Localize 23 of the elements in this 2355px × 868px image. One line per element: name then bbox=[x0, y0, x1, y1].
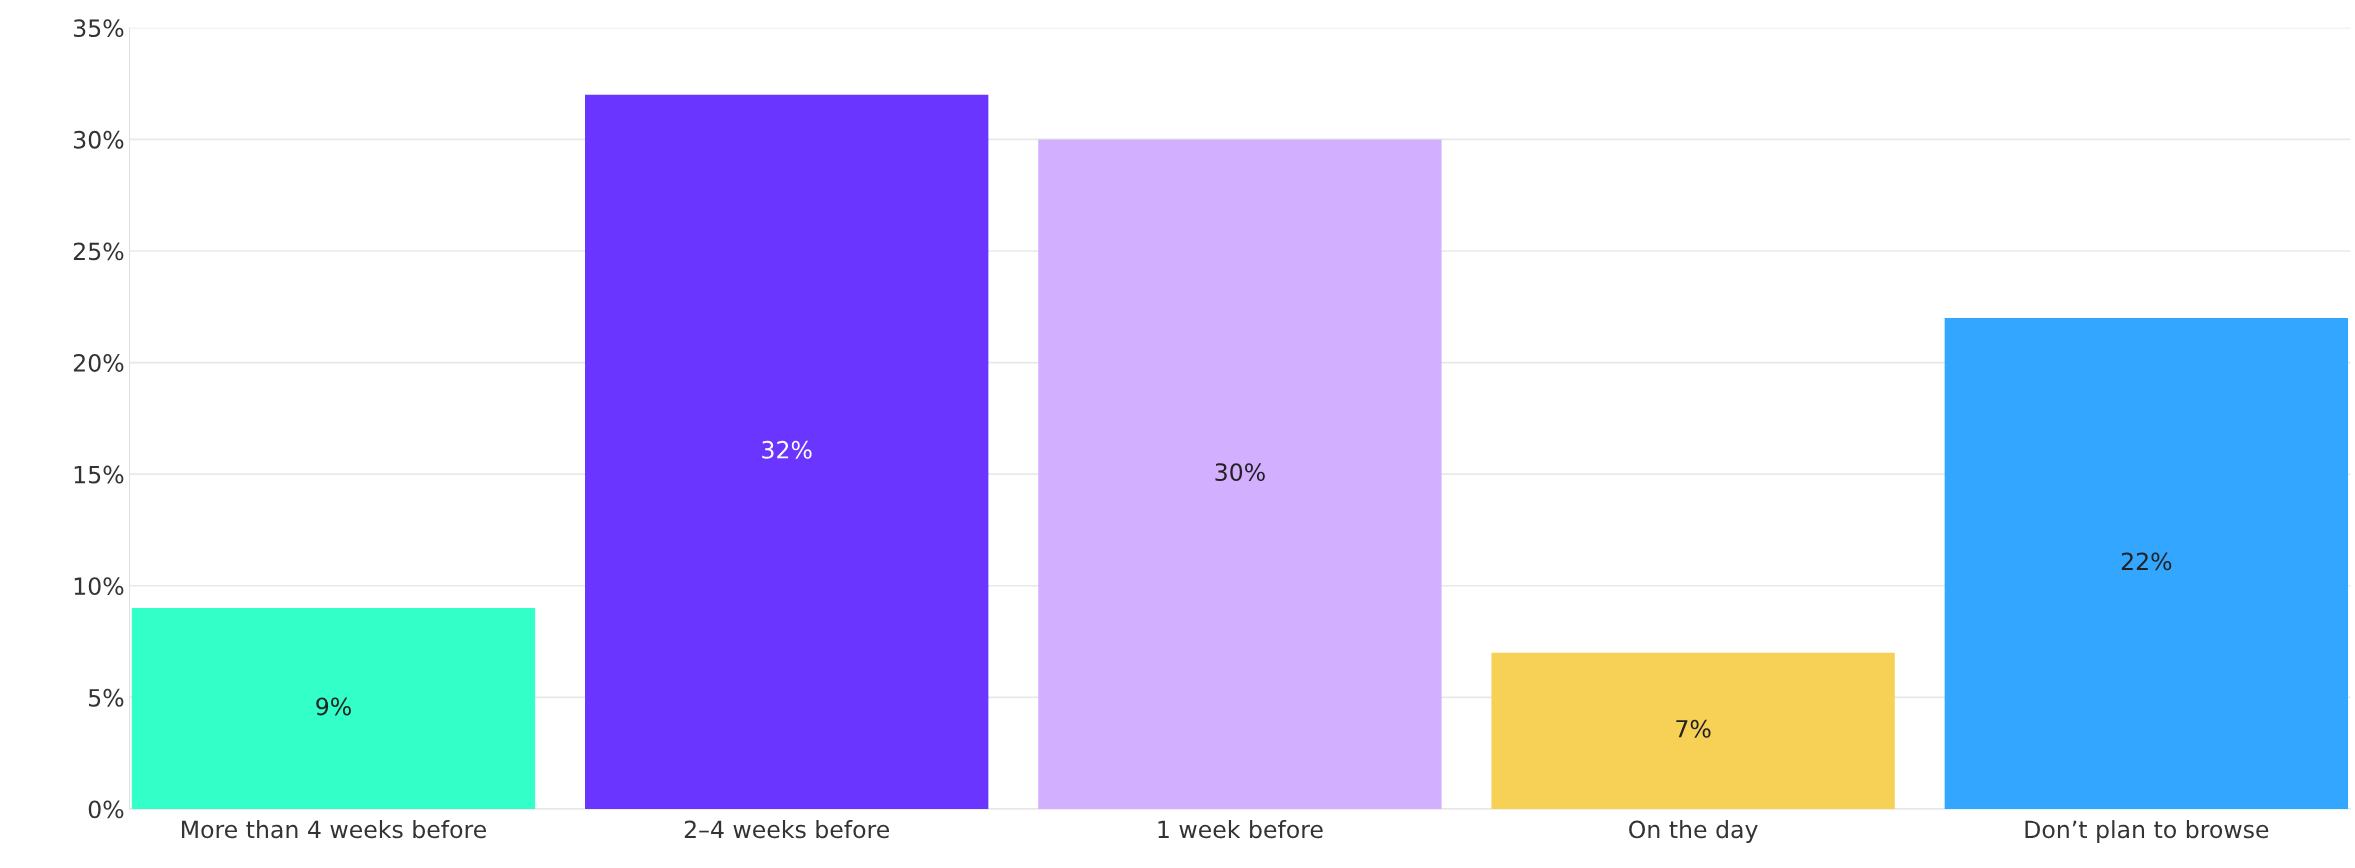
y-tick-label: 0% bbox=[88, 800, 124, 819]
y-tick-label: 10% bbox=[74, 577, 124, 596]
bar bbox=[1038, 139, 1442, 809]
data-label: 7% bbox=[1676, 719, 1711, 738]
x-tick-label: More than 4 weeks before bbox=[182, 820, 486, 839]
x-tick-label: Don’t plan to browse bbox=[2025, 820, 2269, 843]
data-label: 30% bbox=[1215, 463, 1265, 482]
y-tick-label: 25% bbox=[73, 242, 124, 261]
bar bbox=[1491, 652, 1895, 809]
y-tick-label: 35% bbox=[73, 19, 124, 38]
x-tick-label: 1 week before bbox=[1158, 820, 1323, 839]
x-tick-label: On the day bbox=[1629, 820, 1758, 843]
data-label: 22% bbox=[2121, 552, 2172, 571]
y-tick-label: 20% bbox=[73, 354, 124, 372]
y-tick-label: 30% bbox=[73, 130, 124, 149]
data-label: 32% bbox=[762, 440, 812, 459]
bar bbox=[585, 94, 989, 809]
data-label: 9% bbox=[316, 697, 351, 716]
bar bbox=[131, 608, 536, 809]
y-tick-label: 5% bbox=[89, 688, 124, 707]
x-tick-label: 2–4 weeks before bbox=[684, 820, 890, 839]
y-tick-label: 15% bbox=[74, 465, 124, 484]
bar bbox=[1944, 317, 2349, 809]
